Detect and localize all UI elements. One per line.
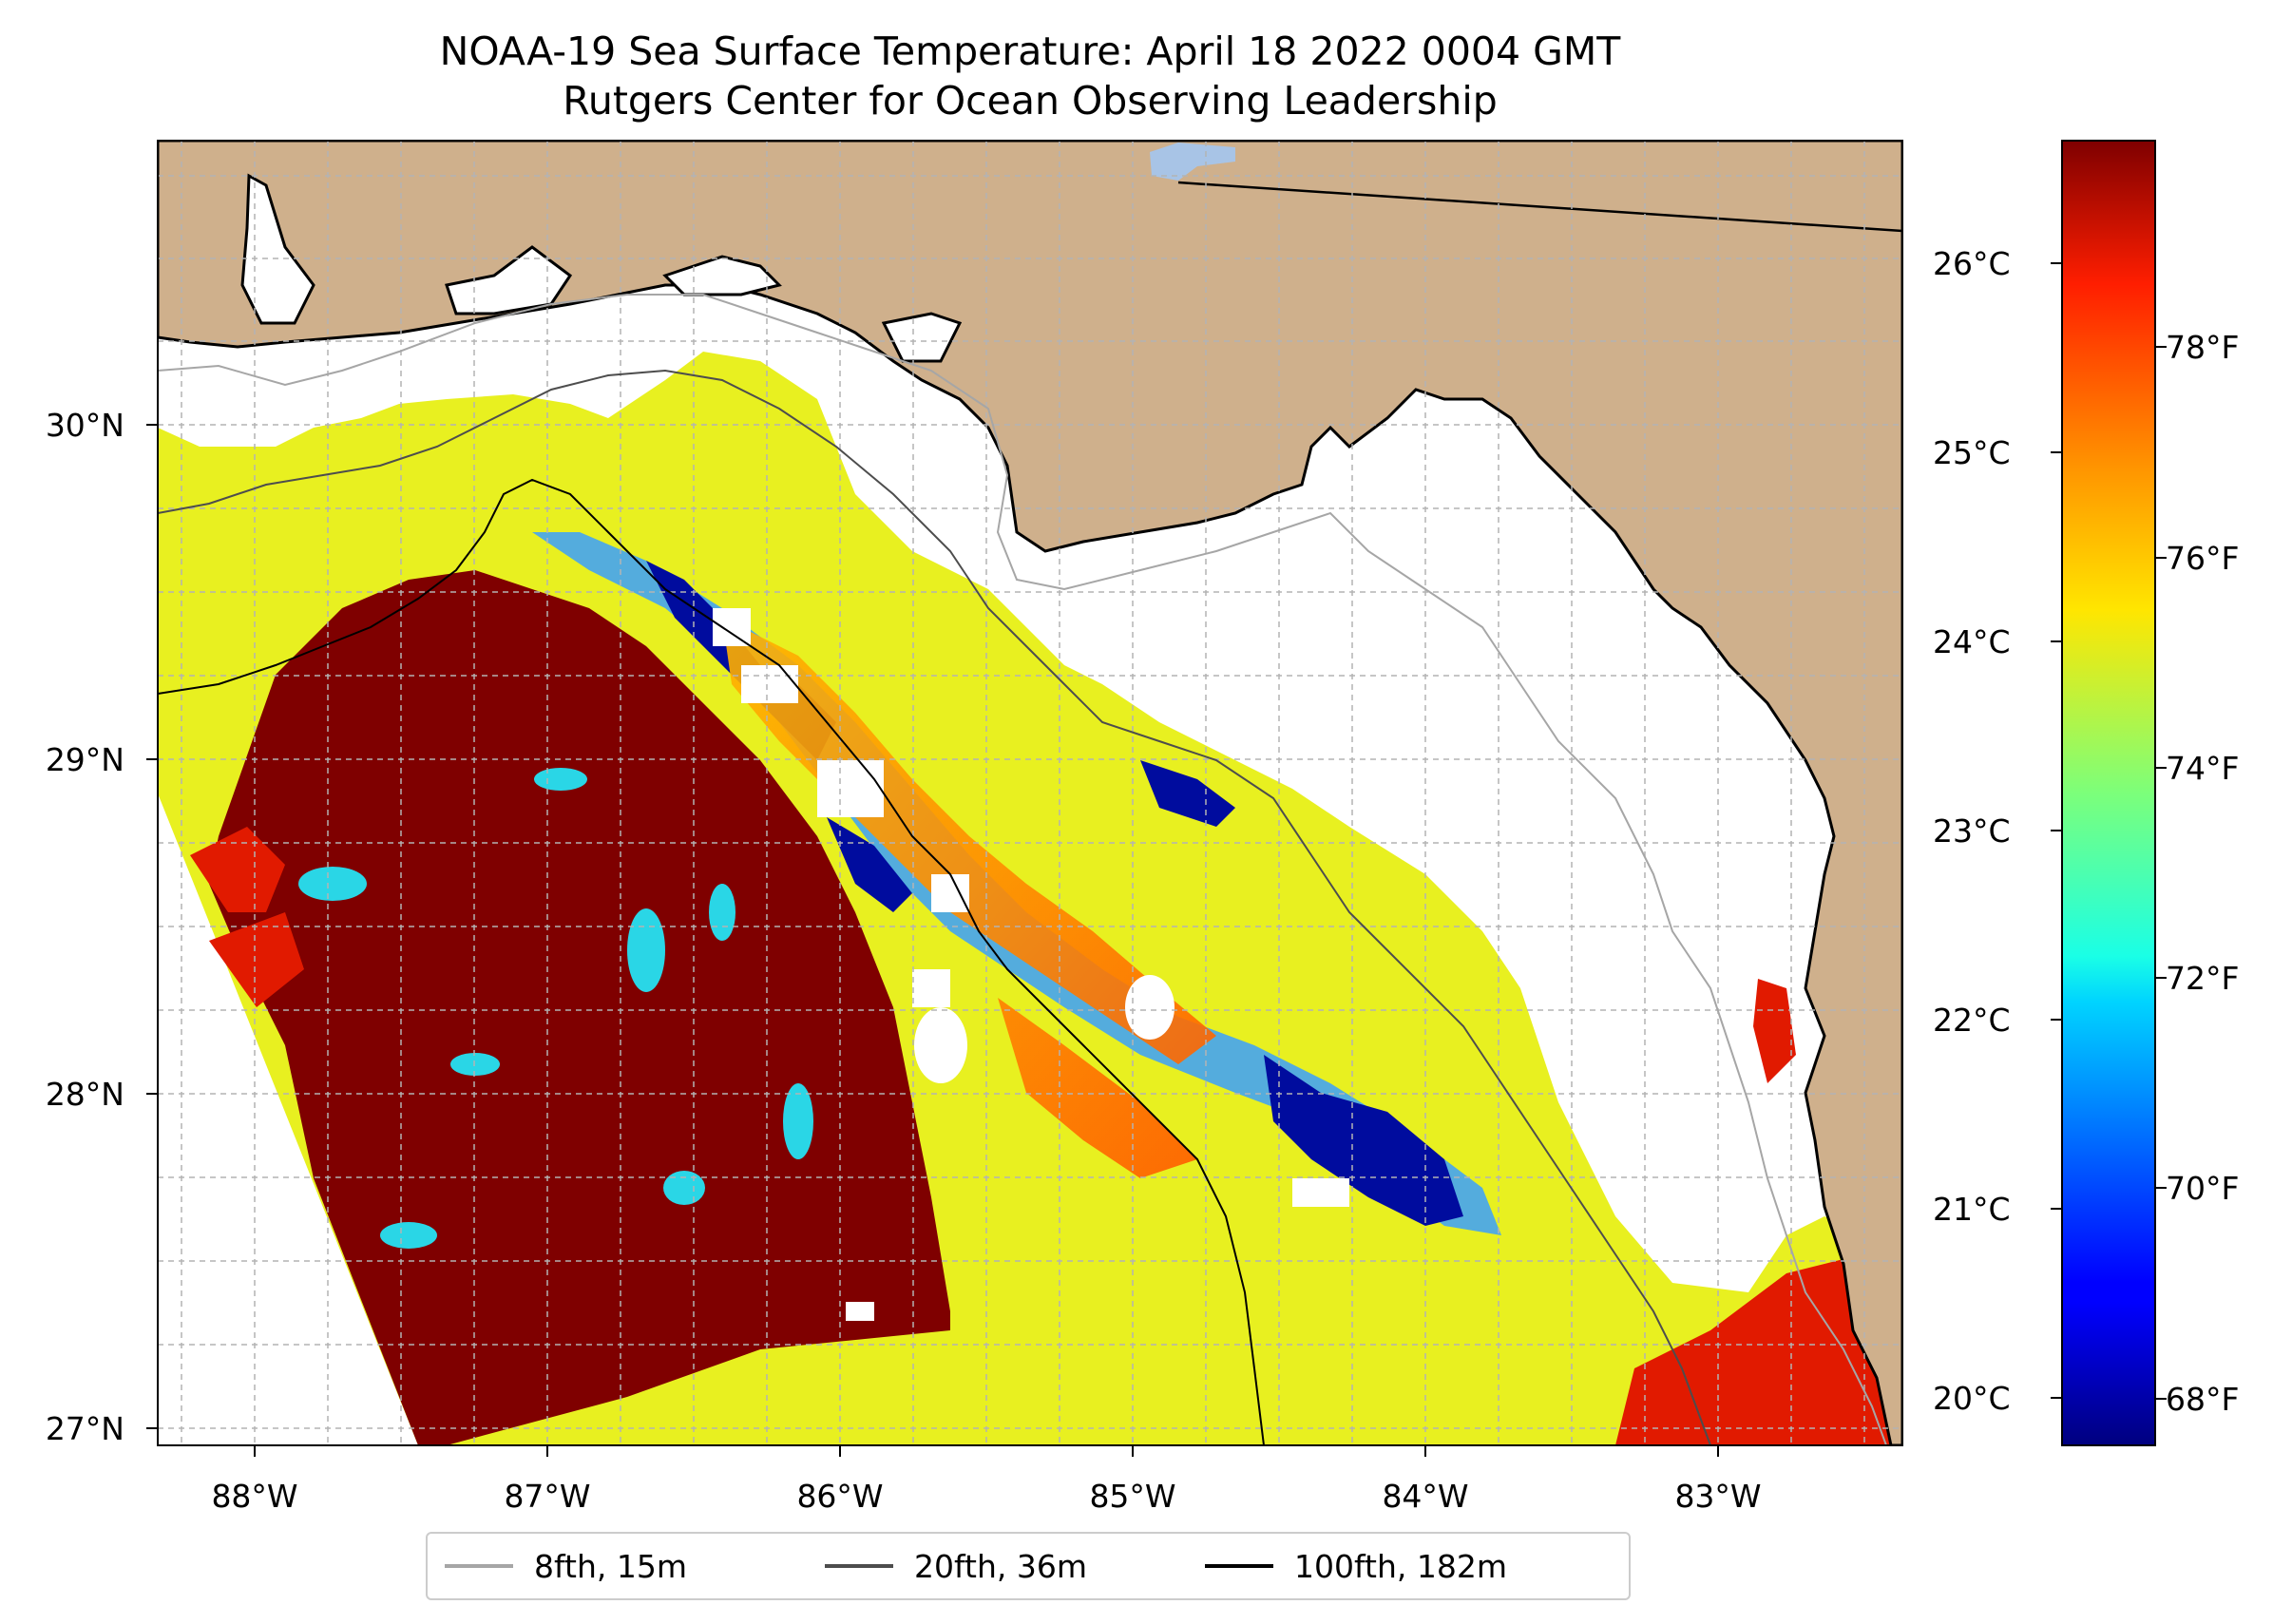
legend-swatch-100fth bbox=[1205, 1564, 1273, 1568]
lon-label-83w: 83°W bbox=[1674, 1478, 1762, 1515]
legend-label-100fth: 100fth, 182m bbox=[1294, 1547, 1507, 1585]
lon-label-88w: 88°W bbox=[211, 1478, 298, 1515]
lon-label-84w: 84°W bbox=[1382, 1478, 1469, 1515]
colorbar-label-25c: 25°C bbox=[1933, 434, 2011, 471]
colorbar-label-24c: 24°C bbox=[1933, 623, 2011, 660]
state-border bbox=[1177, 181, 1902, 233]
colorbar-label-68f: 68°F bbox=[2166, 1381, 2240, 1418]
legend-swatch-8fth bbox=[445, 1564, 513, 1568]
isobath-8fth bbox=[158, 294, 1887, 1445]
legend-item-20fth: 20fth, 36m bbox=[825, 1534, 1087, 1598]
lon-label-85w: 85°W bbox=[1089, 1478, 1176, 1515]
bay-cutouts bbox=[240, 173, 963, 363]
colorbar-label-22c: 22°C bbox=[1933, 1002, 2011, 1039]
legend-swatch-20fth bbox=[825, 1564, 893, 1568]
legend-item-8fth: 8fth, 15m bbox=[445, 1534, 687, 1598]
colorbar-ticks bbox=[2051, 262, 2167, 1400]
colorbar-label-78f: 78°F bbox=[2166, 329, 2240, 366]
axis-ticks bbox=[146, 424, 1719, 1457]
lat-label-29n: 29°N bbox=[45, 741, 124, 778]
colorbar-label-70f: 70°F bbox=[2166, 1170, 2240, 1207]
colorbar bbox=[2061, 140, 2156, 1446]
sst-cloud-gaps bbox=[713, 608, 1349, 1321]
legend-label-8fth: 8fth, 15m bbox=[534, 1547, 688, 1585]
lake bbox=[1150, 143, 1235, 181]
colorbar-label-26c: 26°C bbox=[1933, 245, 2011, 282]
map-title: NOAA-19 Sea Surface Temperature: April 1… bbox=[439, 29, 1621, 74]
legend-label-20fth: 20fth, 36m bbox=[914, 1547, 1087, 1585]
colorbar-label-72f: 72°F bbox=[2166, 960, 2240, 997]
map-subtitle: Rutgers Center for Ocean Observing Leade… bbox=[563, 78, 1498, 124]
land-north bbox=[158, 141, 1902, 1445]
colorbar-label-74f: 74°F bbox=[2166, 750, 2240, 787]
colorbar-label-76f: 76°F bbox=[2166, 540, 2240, 577]
sst-red-fringe bbox=[190, 827, 1902, 1445]
isobath-legend: 8fth, 15m 20fth, 36m 100fth, 182m bbox=[426, 1532, 1631, 1600]
map-panel bbox=[158, 141, 1902, 1445]
lat-label-28n: 28°N bbox=[45, 1076, 124, 1113]
lon-label-86w: 86°W bbox=[796, 1478, 884, 1515]
isobath-100fth bbox=[158, 478, 1265, 1445]
legend-item-100fth: 100fth, 182m bbox=[1205, 1534, 1507, 1598]
lat-label-30n: 30°N bbox=[45, 407, 124, 444]
lon-label-87w: 87°W bbox=[504, 1478, 591, 1515]
colorbar-label-23c: 23°C bbox=[1933, 812, 2011, 850]
isobath-20fth bbox=[158, 369, 1711, 1445]
colorbar-label-20c: 20°C bbox=[1933, 1380, 2011, 1417]
colorbar-label-21c: 21°C bbox=[1933, 1191, 2011, 1228]
lat-label-27n: 27°N bbox=[45, 1410, 124, 1447]
gridlines bbox=[158, 141, 1902, 1445]
map-frame bbox=[157, 140, 1903, 1446]
